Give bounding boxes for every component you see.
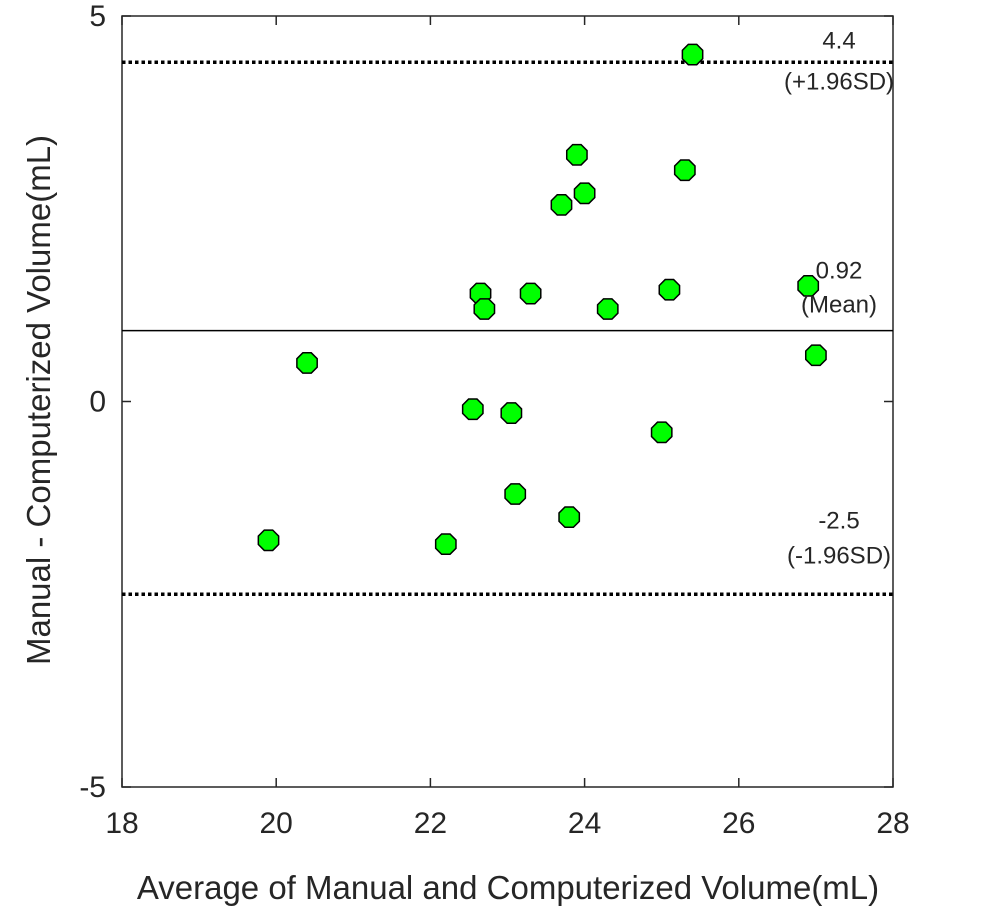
x-tick-label-3: 24 (568, 807, 601, 840)
data-point-11 (804, 344, 827, 367)
axis-ticks: 18 20 22 24 26 28 -5 0 5 (79, 0, 909, 840)
x-tick-label-5: 28 (876, 807, 909, 840)
y-tick-label-2: 5 (89, 0, 106, 33)
data-point-15 (650, 421, 673, 444)
data-point-6 (658, 278, 681, 301)
data-point-3 (573, 182, 596, 205)
data-point-8 (519, 282, 542, 305)
reference-sublabel-0: (+1.96SD) (784, 68, 894, 95)
x-tick-label-0: 18 (105, 807, 138, 840)
y-axis-label: Manual - Computerized Volume(mL) (20, 135, 57, 665)
data-point-2 (673, 159, 696, 182)
data-point-19 (434, 533, 457, 556)
data-points (257, 43, 827, 556)
reference-sublabel-2: (-1.96SD) (787, 542, 891, 569)
plot-area (121, 15, 894, 788)
x-tick-label-4: 26 (722, 807, 755, 840)
data-point-9 (473, 298, 496, 320)
y-tick-label-0: -5 (79, 771, 106, 804)
data-point-12 (296, 352, 318, 374)
data-point-13 (461, 398, 484, 421)
data-point-14 (500, 402, 523, 424)
data-point-5 (797, 274, 820, 297)
reference-sublabel-1: (Mean) (801, 292, 877, 319)
reference-annotations: 4.4 (+1.96SD) 0.92 (Mean) -2.5 (-1.96SD) (784, 27, 894, 569)
data-point-17 (558, 506, 581, 529)
x-axis-label: Average of Manual and Computerized Volum… (137, 869, 879, 906)
data-point-10 (596, 298, 619, 320)
x-tick-label-2: 22 (414, 807, 447, 840)
data-point-4 (550, 193, 573, 216)
data-point-1 (565, 143, 588, 166)
reference-label-2: -2.5 (818, 507, 859, 534)
reference-label-1: 0.92 (816, 258, 863, 285)
x-tick-label-1: 20 (260, 807, 293, 840)
data-point-18 (257, 529, 280, 552)
y-tick-label-1: 0 (89, 386, 106, 419)
reference-lines (122, 60, 893, 596)
data-point-16 (504, 483, 527, 505)
data-point-0 (681, 43, 704, 66)
reference-label-0: 4.4 (822, 27, 855, 54)
